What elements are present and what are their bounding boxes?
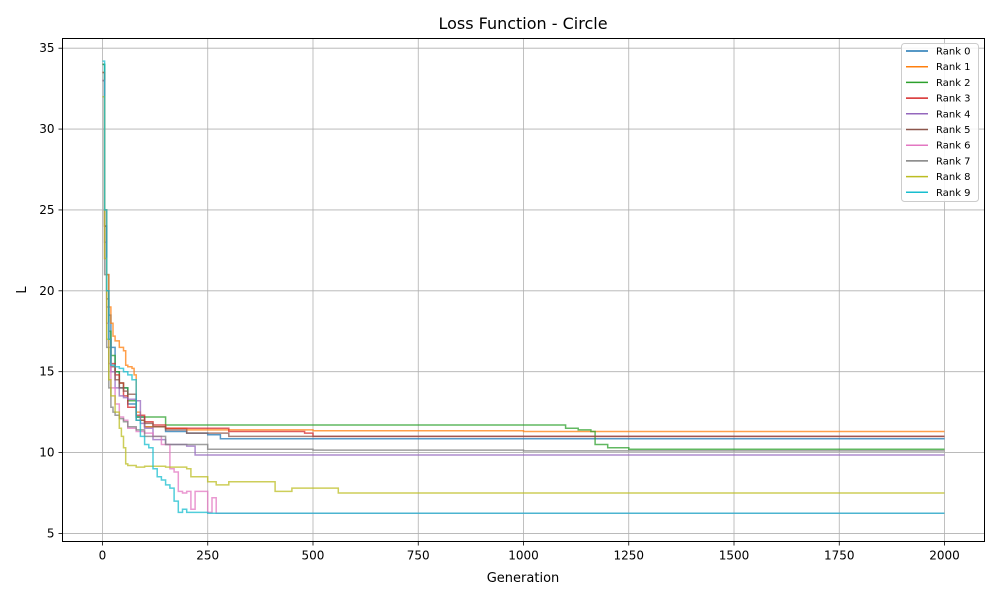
chart-title: Loss Function - Circle: [438, 14, 607, 33]
series-line-rank-9: [102, 60, 945, 514]
y-axis-ticks: 5 10 15 20 25 30 35: [39, 41, 63, 540]
legend-label-rank-0: Rank 0: [936, 47, 971, 58]
x-axis-ticks: 0 250 500 750 1000 1250 1500 1750 2000: [99, 541, 960, 563]
y-tick-label: 5: [47, 526, 55, 540]
legend-label-rank-7: Rank 7: [936, 156, 971, 167]
legend-label-rank-2: Rank 2: [936, 78, 971, 89]
legend: Rank 0 Rank 1 Rank 2 Rank 3 Rank 4 Rank 5 Rank…: [901, 43, 979, 202]
x-axis-label: Generation: [487, 571, 560, 586]
x-tick-label: 1000: [508, 549, 539, 563]
y-tick-label: 35: [39, 41, 54, 55]
x-tick-label: 250: [196, 549, 219, 563]
series-line-rank-2: [102, 63, 945, 451]
y-tick-label: 25: [39, 203, 54, 217]
legend-label-rank-4: Rank 4: [936, 109, 971, 120]
x-tick-label: 750: [407, 549, 430, 563]
legend-label-rank-5: Rank 5: [936, 125, 971, 136]
legend-label-rank-8: Rank 8: [936, 172, 971, 183]
y-tick-label: 15: [39, 365, 54, 379]
series-lines: [102, 60, 945, 514]
grid-lines: [62, 38, 985, 542]
legend-label-rank-9: Rank 9: [936, 188, 971, 199]
y-tick-label: 10: [39, 446, 54, 460]
x-tick-label: 1500: [719, 549, 750, 563]
x-tick-label: 500: [302, 549, 325, 563]
x-tick-label: 0: [99, 549, 107, 563]
y-tick-label: 30: [39, 122, 54, 136]
y-tick-label: 20: [39, 284, 54, 298]
y-axis-label: L: [15, 286, 30, 294]
legend-label-rank-1: Rank 1: [936, 62, 971, 73]
x-tick-label: 1750: [824, 549, 855, 563]
legend-label-rank-6: Rank 6: [936, 141, 971, 152]
series-line-rank-8: [102, 95, 945, 494]
legend-label-rank-3: Rank 3: [936, 94, 971, 105]
x-tick-label: 1250: [613, 549, 644, 563]
x-tick-label: 2000: [929, 549, 960, 563]
